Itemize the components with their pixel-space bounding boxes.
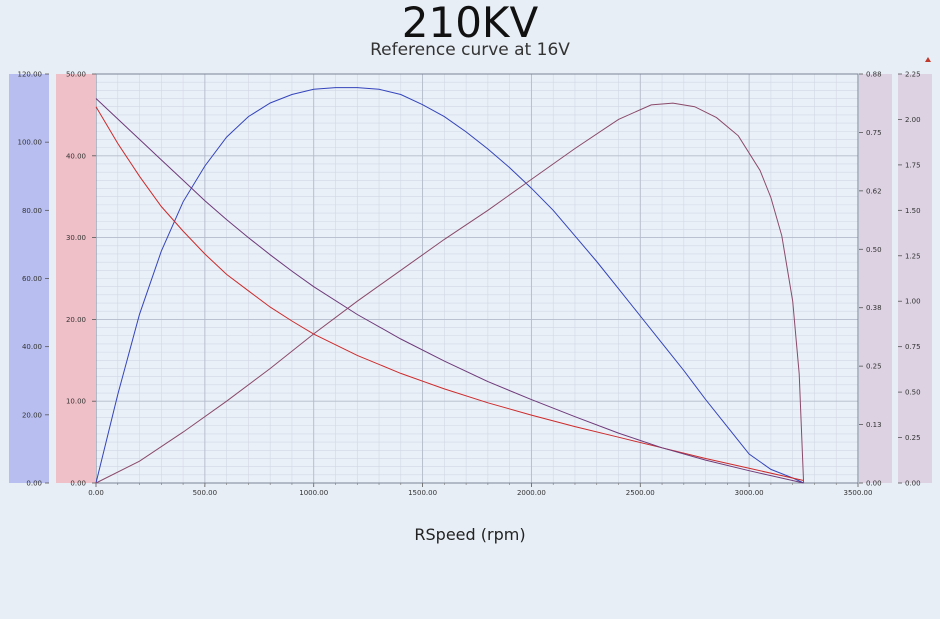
axis-tick-label-left-red: 30.00 xyxy=(66,234,86,242)
chart-subtitle: Reference curve at 16V xyxy=(370,40,570,60)
axis-tick-label-right-purple2: 1.50 xyxy=(905,207,921,215)
axis-band-right-purple2 xyxy=(898,74,932,483)
chart-title: 210KV xyxy=(401,0,539,47)
axis-tick-label-left-red: 0.00 xyxy=(70,480,86,488)
axis-tick-label-right-purple1: 0.50 xyxy=(866,246,882,254)
axis-tick-label-right-purple1: 0.38 xyxy=(866,304,882,312)
x-axis-tick-label: 500.00 xyxy=(193,489,218,497)
axis-tick-label-right-purple1: 0.88 xyxy=(866,71,882,79)
corner-marker-icon xyxy=(925,57,931,62)
x-axis-tick-label: 2000.00 xyxy=(517,489,546,497)
axis-band-right-purple1 xyxy=(859,74,892,483)
axis-tick-label-right-purple1: 0.25 xyxy=(866,363,882,371)
series-line-2 xyxy=(95,106,804,481)
axis-tick-label-left-blue: 80.00 xyxy=(22,207,42,215)
axis-tick-label-left-red: 20.00 xyxy=(66,316,86,324)
x-axis-tick-label: 0.00 xyxy=(88,489,104,497)
axis-tick-label-left-red: 40.00 xyxy=(66,152,86,160)
x-axis-label: RSpeed (rpm) xyxy=(414,525,526,544)
axis-tick-label-left-red: 50.00 xyxy=(66,71,86,79)
x-axis-tick-label: 1500.00 xyxy=(408,489,437,497)
axis-tick-label-right-purple2: 1.25 xyxy=(905,252,921,260)
axis-tick-label-right-purple1: 0.13 xyxy=(866,421,882,429)
axis-tick-label-left-blue: 0.00 xyxy=(26,480,42,488)
axis-tick-label-left-blue: 60.00 xyxy=(22,275,42,283)
axis-band-left-red xyxy=(56,74,96,483)
axis-tick-label-right-purple2: 2.00 xyxy=(905,116,921,124)
x-axis-tick-label: 3000.00 xyxy=(735,489,764,497)
axis-tick-label-right-purple2: 0.75 xyxy=(905,343,921,351)
axis-tick-label-right-purple2: 1.00 xyxy=(905,298,921,306)
axis-band-left-blue xyxy=(9,74,49,483)
series-line-1 xyxy=(95,87,804,484)
axis-tick-label-right-purple1: 0.75 xyxy=(866,129,882,137)
axis-tick-label-left-blue: 40.00 xyxy=(22,343,42,351)
series-line-3 xyxy=(95,98,804,484)
axis-tick-label-right-purple2: 2.25 xyxy=(905,71,921,79)
axis-tick-label-right-purple2: 0.00 xyxy=(905,480,921,488)
axis-tick-label-left-blue: 20.00 xyxy=(22,411,42,419)
axis-tick-label-right-purple1: 0.62 xyxy=(866,187,882,195)
axis-tick-label-right-purple2: 0.50 xyxy=(905,389,921,397)
axis-tick-label-right-purple2: 0.25 xyxy=(905,434,921,442)
axis-tick-label-right-purple1: 0.00 xyxy=(866,480,882,488)
axis-tick-label-left-blue: 120.00 xyxy=(18,71,43,79)
axis-tick-label-left-red: 10.00 xyxy=(66,398,86,406)
x-axis-tick-label: 1000.00 xyxy=(299,489,328,497)
x-axis-tick-label: 2500.00 xyxy=(626,489,655,497)
axis-tick-label-left-blue: 100.00 xyxy=(18,139,43,147)
axis-tick-label-right-purple2: 1.75 xyxy=(905,161,921,169)
x-axis-tick-label: 3500.00 xyxy=(844,489,873,497)
series-line-4 xyxy=(95,102,805,484)
